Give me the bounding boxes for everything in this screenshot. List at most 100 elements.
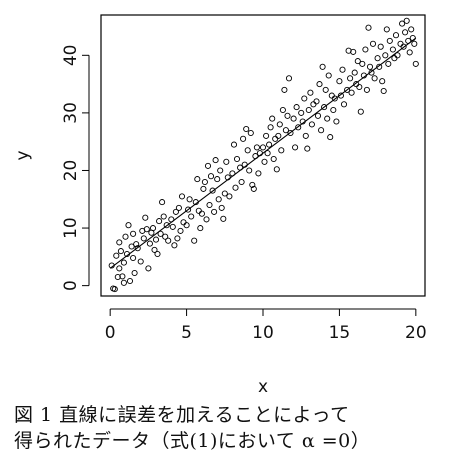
x-tick-label: 0 — [105, 323, 116, 343]
data-point — [305, 106, 312, 114]
data-point — [159, 199, 166, 206]
data-point — [376, 63, 383, 70]
data-point — [116, 265, 123, 272]
x-tick-label: 10 — [252, 323, 274, 343]
data-point — [214, 176, 221, 183]
data-point — [130, 254, 137, 262]
data-point — [406, 49, 413, 56]
data-point — [116, 239, 123, 246]
data-point — [325, 72, 332, 79]
data-point — [266, 141, 273, 148]
data-point — [319, 63, 326, 70]
data-point — [178, 193, 186, 200]
data-point — [253, 144, 260, 151]
data-point — [233, 155, 241, 163]
data-point — [392, 32, 400, 39]
data-point — [397, 40, 404, 47]
data-point — [292, 144, 299, 151]
data-point — [328, 92, 335, 99]
data-point — [172, 208, 179, 215]
data-points — [108, 17, 419, 293]
data-point — [218, 204, 225, 211]
y-axis-label: y — [13, 150, 33, 160]
data-point — [330, 106, 337, 114]
data-point — [386, 37, 393, 44]
x-tick-label: 20 — [405, 323, 427, 343]
data-point — [160, 213, 167, 220]
data-point — [389, 46, 396, 53]
data-point — [174, 235, 181, 242]
data-point — [290, 115, 297, 122]
data-point — [333, 118, 340, 125]
data-point — [282, 127, 289, 134]
data-point — [284, 112, 291, 119]
data-point — [261, 158, 268, 165]
data-point — [362, 46, 369, 53]
x-axis-label: x — [258, 377, 268, 397]
data-point — [298, 109, 305, 116]
data-point — [154, 250, 161, 258]
data-point — [117, 248, 124, 255]
fit-line-layer — [109, 37, 417, 269]
data-point — [143, 226, 150, 233]
data-point — [131, 269, 138, 277]
data-point — [287, 129, 294, 137]
y-axis: 0 10 20 30 40 — [61, 44, 90, 291]
data-point — [391, 55, 398, 62]
data-point — [204, 162, 212, 169]
data-point — [374, 55, 381, 62]
data-point — [385, 60, 392, 67]
data-point — [249, 181, 256, 188]
data-point — [221, 190, 228, 197]
data-point — [412, 60, 419, 67]
data-point — [403, 17, 410, 24]
data-point — [125, 222, 132, 229]
data-point — [169, 223, 176, 230]
data-point — [411, 40, 418, 47]
data-point — [171, 242, 178, 249]
data-point — [267, 124, 274, 131]
data-point — [359, 60, 366, 67]
data-point — [200, 185, 207, 192]
data-point — [382, 52, 389, 59]
data-point — [380, 87, 387, 95]
data-point — [368, 69, 375, 76]
data-point — [183, 222, 190, 229]
data-point — [357, 108, 364, 115]
data-point — [246, 167, 253, 174]
data-point — [371, 75, 378, 82]
data-point — [318, 127, 325, 134]
data-point — [293, 104, 300, 111]
y-tick-label: 0 — [61, 280, 81, 291]
x-tick-label: 5 — [181, 323, 192, 343]
data-point — [316, 81, 323, 88]
data-point — [163, 222, 170, 229]
y-tick-label: 30 — [61, 102, 81, 124]
data-point — [207, 173, 215, 180]
data-point — [366, 63, 374, 70]
data-point — [285, 75, 293, 82]
data-point — [157, 230, 164, 237]
data-point — [217, 167, 224, 174]
data-point — [308, 121, 315, 128]
data-point — [162, 233, 169, 240]
data-point — [275, 132, 282, 139]
data-point — [301, 95, 308, 102]
data-point — [119, 273, 126, 280]
data-point — [269, 115, 276, 122]
data-point — [247, 129, 254, 137]
data-point — [304, 145, 311, 152]
data-point — [191, 237, 198, 244]
data-point — [243, 125, 250, 133]
data-point — [356, 83, 363, 91]
caption-line-1: 図 1 直線に誤差を加えることによって — [14, 404, 350, 426]
data-point — [203, 216, 210, 223]
data-point — [142, 214, 149, 221]
data-point — [211, 208, 218, 215]
plot-frame — [100, 14, 426, 297]
data-point — [270, 155, 277, 163]
data-point — [126, 277, 134, 285]
data-point — [226, 193, 233, 200]
data-point — [377, 43, 384, 50]
data-point — [238, 178, 245, 186]
